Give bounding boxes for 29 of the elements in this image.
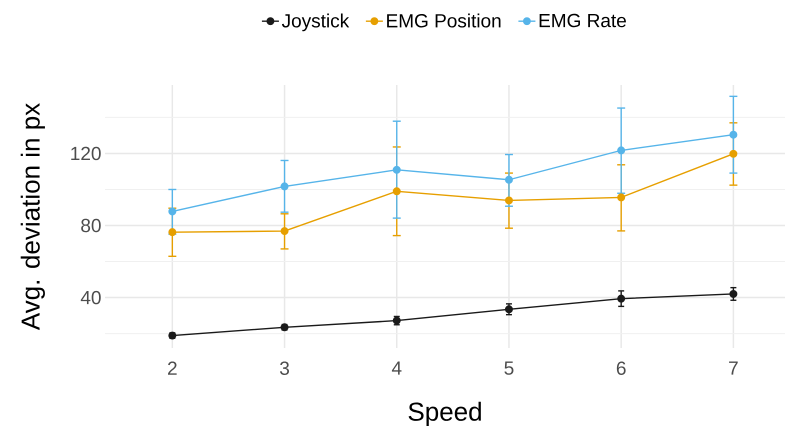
point: [168, 228, 176, 236]
point: [504, 305, 513, 314]
legend-label: Joystick: [282, 13, 350, 32]
point: [280, 226, 289, 235]
point: [617, 294, 626, 302]
legend-label: EMG Rate: [540, 14, 626, 28]
point: [168, 207, 176, 216]
point: [729, 130, 738, 139]
x-tick-label: 7: [729, 361, 738, 374]
legend-label: EMG Position: [387, 13, 500, 28]
point: [617, 193, 626, 202]
point: [729, 150, 738, 158]
point: [617, 146, 626, 154]
y-tick-label: 120: [71, 146, 101, 160]
x-tick-label: 3: [280, 361, 289, 375]
x-tick-label: 5: [504, 361, 514, 375]
y-axis-title: Avg. deviation in px: [20, 102, 45, 330]
y-tick-label: 40: [80, 290, 101, 304]
y-tick-label: 80: [81, 218, 101, 232]
point: [392, 166, 401, 174]
x-tick-label: 6: [616, 361, 626, 375]
x-axis-title: Speed: [408, 402, 481, 426]
x-tick-label: 2: [168, 361, 177, 375]
point: [504, 176, 513, 184]
point: [504, 196, 513, 204]
point: [729, 290, 738, 298]
x-tick-label: 4: [392, 361, 402, 374]
point: [392, 187, 401, 196]
point: [280, 182, 289, 190]
